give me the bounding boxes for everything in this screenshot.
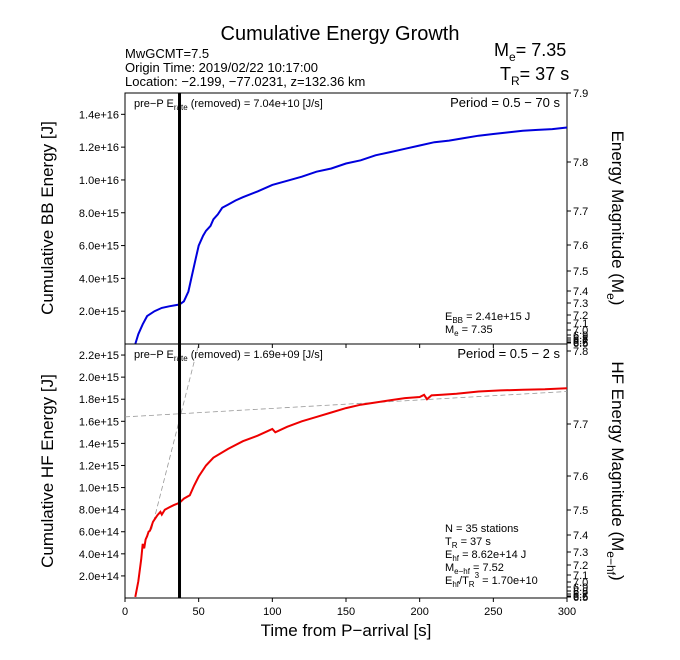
x-tick-label: 100 bbox=[263, 606, 281, 618]
hf-energy-panel: 2.0e+14 4.0e+14 6.0e+14 8.0e+14 1.0e+15 1.2e+… bbox=[38, 343, 627, 604]
location: Location: −2.199, −77.0231, z=132.36 km bbox=[125, 74, 365, 89]
hf-early-slope-line bbox=[151, 343, 200, 530]
hf-y-tick-label: 1.4e+15 bbox=[79, 438, 119, 450]
x-tick-label: 300 bbox=[558, 606, 576, 618]
hf-y-tick-label: 4.0e+14 bbox=[79, 549, 119, 561]
hf-magnitude-axis: 7.8 7.7 7.6 7.5 7.4 7.37.27.17.06.96.86.76.66… bbox=[567, 346, 588, 604]
bb-y2-tick-label: 6.8 bbox=[573, 333, 588, 345]
bb-y2-tick-label: 6.6 bbox=[573, 337, 588, 349]
bb-y2-tick-label: 7.2 bbox=[573, 310, 588, 322]
bb-y2-label: Energy Magnitude (Me) bbox=[604, 131, 627, 306]
hf-prep-note: pre−P Erate (removed) = 1.69e+09 [J/s] bbox=[134, 349, 323, 363]
hf-y2-tick-label: 6.9 bbox=[573, 582, 588, 594]
hf-y2-tick-label: 7.6 bbox=[573, 471, 588, 483]
bb-y-tick-label: 4.0e+15 bbox=[79, 273, 119, 285]
bb-y2-tick-label: 7.6 bbox=[573, 240, 588, 252]
hf-y-tick-label: 2.0e+14 bbox=[79, 571, 119, 583]
bb-y2-tick-label: 7.8 bbox=[573, 157, 588, 169]
hf-n-info: N = 35 stations bbox=[445, 523, 519, 535]
hf-y-tick-label: 1.8e+15 bbox=[79, 394, 119, 406]
hf-y2-tick-label: 7.5 bbox=[573, 505, 588, 517]
bb-y-tick-label: 1.4e+16 bbox=[79, 109, 119, 121]
bb-energy-panel: 2.0e+15 4.0e+15 6.0e+15 8.0e+15 1.0e+16 1.2e+… bbox=[38, 88, 627, 350]
bb-ebb-info: EBB = 2.41e+15 J bbox=[445, 311, 530, 325]
bb-period: Period = 0.5 − 70 s bbox=[450, 95, 560, 110]
bb-y-axis: 2.0e+15 4.0e+15 6.0e+15 8.0e+15 1.0e+16 1.2e+… bbox=[79, 109, 125, 318]
bb-y-tick-label: 8.0e+15 bbox=[79, 208, 119, 220]
bb-y2-tick-label: 6.7 bbox=[573, 335, 588, 347]
hf-mehf-info: Me−hf = 7.52 bbox=[445, 562, 504, 576]
bb-y2-tick-label: 7.1 bbox=[573, 318, 588, 330]
x-tick-label: 250 bbox=[484, 606, 502, 618]
hf-y2-tick-label: 6.5 bbox=[573, 592, 588, 604]
time-axis: 0 50 100 150 200 250 300 bbox=[122, 344, 576, 618]
bb-prep-note: pre−P Erate (removed) = 7.04e+10 [J/s] bbox=[134, 98, 323, 112]
hf-y2-tick-label: 7.8 bbox=[573, 346, 588, 358]
hf-energy-curve bbox=[134, 387, 568, 598]
bb-y-label: Cumulative BB Energy [J] bbox=[38, 121, 57, 315]
hf-y-tick-label: 8.0e+14 bbox=[79, 505, 119, 517]
bb-y-tick-label: 1.0e+16 bbox=[79, 175, 119, 187]
hf-y2-tick-label: 6.6 bbox=[573, 591, 588, 603]
hf-y2-tick-label: 7.3 bbox=[573, 547, 588, 559]
hf-ratio-info: Ehf/TR3 = 1.70e+10 bbox=[445, 571, 538, 589]
tr-summary: TR= 37 s bbox=[500, 64, 569, 88]
hf-y-tick-label: 2.0e+15 bbox=[79, 372, 119, 384]
hf-tr-info: TR = 37 s bbox=[445, 536, 491, 550]
hf-y-tick-label: 2.2e+15 bbox=[79, 350, 119, 362]
bb-y2-tick-label: 7.9 bbox=[573, 88, 588, 100]
bb-y-tick-label: 6.0e+15 bbox=[79, 241, 119, 253]
bb-y2-tick-label: 6.9 bbox=[573, 330, 588, 342]
x-tick-label: 200 bbox=[410, 606, 428, 618]
hf-y-tick-label: 1.2e+15 bbox=[79, 460, 119, 472]
bb-y2-tick-label: 7.7 bbox=[573, 206, 588, 218]
bb-panel-frame bbox=[124, 92, 568, 345]
x-tick-label: 0 bbox=[122, 606, 128, 618]
hf-y2-tick-label: 7.4 bbox=[573, 530, 588, 542]
x-axis-label: Time from P−arrival [s] bbox=[261, 621, 432, 640]
origin-time: Origin Time: 2019/02/22 10:17:00 bbox=[125, 60, 318, 75]
bb-magnitude-axis: 7.9 7.8 7.7 7.6 7.5 7.47.37.27.17.06.96.86.76… bbox=[567, 88, 588, 350]
hf-ehf-info: Ehf = 8.62e+14 J bbox=[445, 549, 526, 563]
hf-y-tick-label: 1.6e+15 bbox=[79, 416, 119, 428]
hf-y-axis: 2.0e+14 4.0e+14 6.0e+14 8.0e+14 1.0e+15 1.2e+… bbox=[79, 350, 125, 583]
hf-y-tick-label: 6.0e+14 bbox=[79, 527, 119, 539]
hf-y2-tick-label: 7.2 bbox=[573, 560, 588, 572]
bb-y2-tick-label: 7.4 bbox=[573, 286, 588, 298]
hf-y2-tick-label: 7.0 bbox=[573, 577, 588, 589]
hf-y2-tick-label: 6.7 bbox=[573, 589, 588, 601]
bb-y2-tick-label: 6.5 bbox=[573, 338, 588, 350]
bb-y2-tick-label: 7.5 bbox=[573, 266, 588, 278]
hf-y2-tick-label: 7.1 bbox=[573, 570, 588, 582]
hf-y2-tick-label: 6.8 bbox=[573, 586, 588, 598]
bb-y-tick-label: 2.0e+15 bbox=[79, 306, 119, 318]
hf-y-tick-label: 1.0e+15 bbox=[79, 483, 119, 495]
hf-late-trend-line bbox=[124, 391, 568, 418]
bb-y2-tick-label: 7.3 bbox=[573, 298, 588, 310]
figure-title: Cumulative Energy Growth bbox=[221, 23, 460, 45]
hf-y-label: Cumulative HF Energy [J] bbox=[38, 374, 57, 568]
mw-label: MwGCMT=7.5 bbox=[125, 46, 209, 61]
hf-period: Period = 0.5 − 2 s bbox=[457, 346, 560, 361]
x-tick-label: 50 bbox=[193, 606, 205, 618]
bb-y-tick-label: 1.2e+16 bbox=[79, 142, 119, 154]
bb-energy-curve bbox=[134, 126, 568, 345]
hf-y2-label: HF Energy Magnitude (Me−hf) bbox=[604, 361, 627, 580]
hf-y2-tick-label: 7.7 bbox=[573, 419, 588, 431]
bb-me-info: Me = 7.35 bbox=[445, 324, 493, 338]
bb-y2-tick-label: 7.0 bbox=[573, 325, 588, 337]
x-tick-label: 150 bbox=[337, 606, 355, 618]
me-summary: Me= 7.35 bbox=[494, 40, 566, 64]
